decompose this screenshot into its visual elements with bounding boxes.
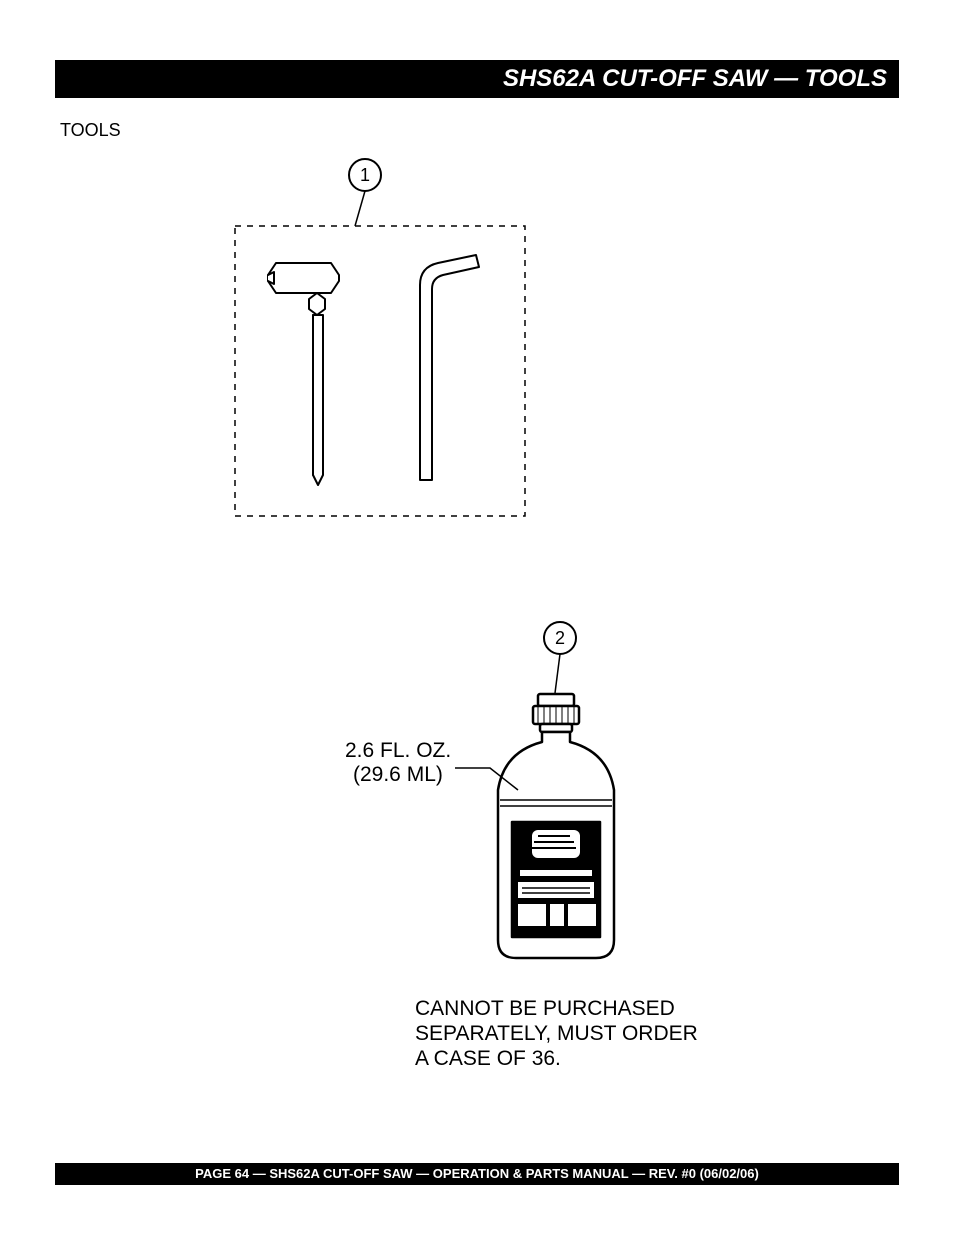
bottle-size-line1: 2.6 FL. OZ. xyxy=(345,739,451,762)
bottle-note: CANNOT BE PURCHASED SEPARATELY, MUST ORD… xyxy=(415,997,698,1070)
callout-1-label: 1 xyxy=(360,165,370,185)
page-header-title: SHS62A CUT-OFF SAW — TOOLS xyxy=(503,65,887,93)
bottle-note-line2: SEPARATELY, MUST ORDER xyxy=(415,1022,698,1045)
page-header-bar: SHS62A CUT-OFF SAW — TOOLS xyxy=(55,60,899,98)
callout-2-label: 2 xyxy=(555,628,565,648)
tools-diagram: 1 2 xyxy=(0,140,954,1110)
oil-bottle-icon xyxy=(498,694,614,958)
callout-2: 2 xyxy=(544,622,576,693)
bottle-note-line1: CANNOT BE PURCHASED xyxy=(415,997,675,1020)
t-handle-wrench-icon xyxy=(268,263,339,485)
hex-wrench-icon xyxy=(420,255,479,480)
bottle-size-line2: (29.6 ML) xyxy=(353,763,443,786)
page-footer-text: PAGE 64 — SHS62A CUT-OFF SAW — OPERATION… xyxy=(195,1166,759,1181)
bottle-size-label: 2.6 FL. OZ. (29.6 ML) xyxy=(345,739,518,790)
page-footer-bar: PAGE 64 — SHS62A CUT-OFF SAW — OPERATION… xyxy=(55,1163,899,1185)
bottle-note-line3: A CASE OF 36. xyxy=(415,1047,561,1070)
callout-1: 1 xyxy=(349,159,381,226)
section-label: TOOLS xyxy=(60,120,121,141)
manual-page: SHS62A CUT-OFF SAW — TOOLS TOOLS 1 xyxy=(0,0,954,1235)
